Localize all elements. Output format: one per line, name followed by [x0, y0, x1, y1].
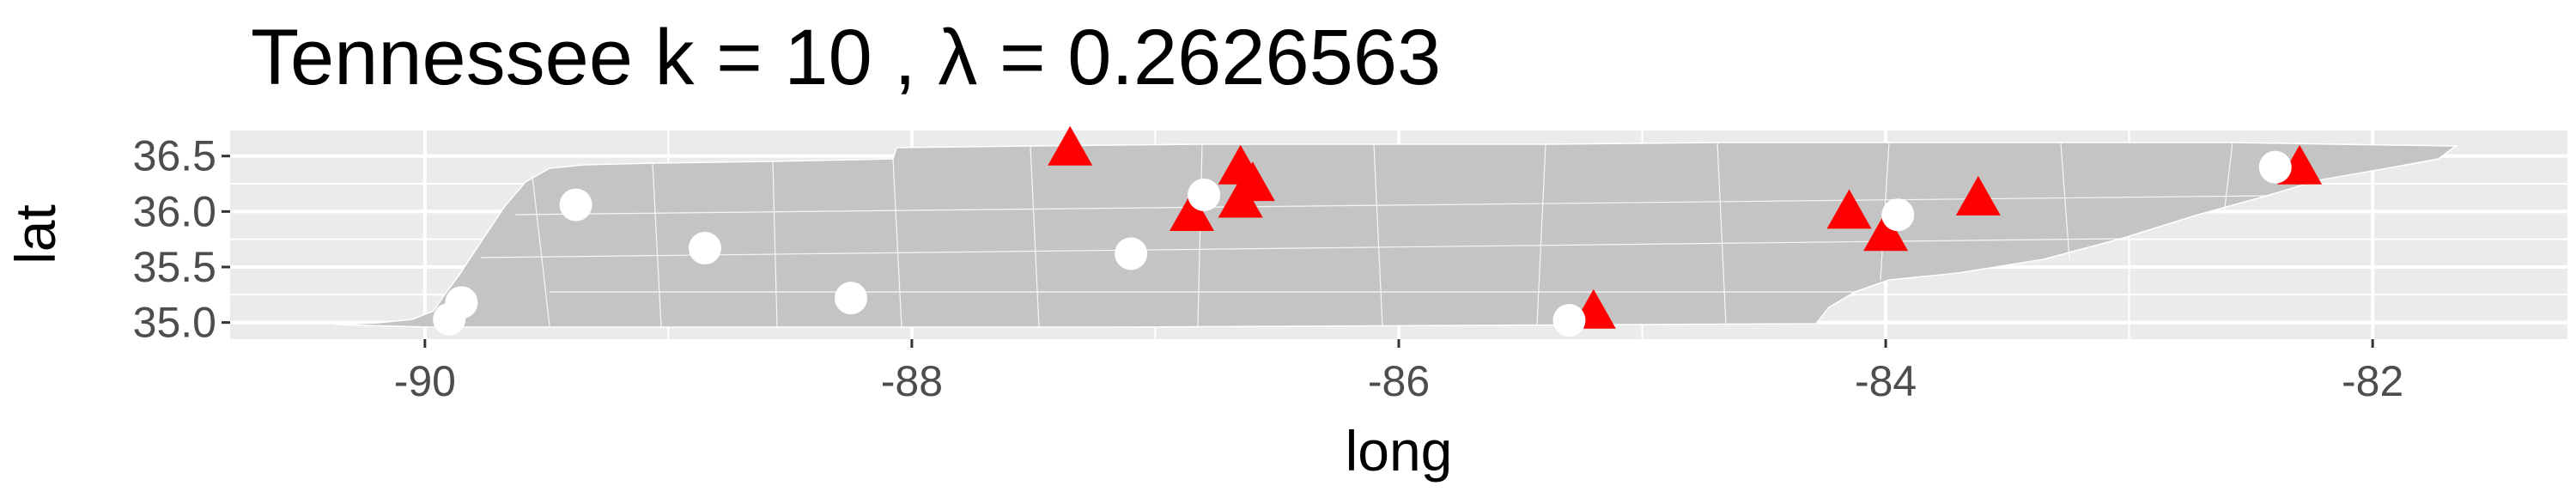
data-points — [433, 125, 2323, 337]
x-axis-title: long — [1346, 419, 1453, 483]
x-tick-label: -82 — [2342, 357, 2403, 405]
circle-point — [1188, 178, 1221, 211]
y-axis: 35.0 35.5 36.0 36.5 — [133, 132, 230, 347]
triangle-point — [1218, 178, 1263, 218]
x-tick-label: -84 — [1855, 357, 1917, 405]
circle-point — [433, 302, 466, 336]
triangle-point — [1048, 125, 1093, 166]
circle-point — [1552, 304, 1586, 337]
circle-point — [1881, 198, 1915, 232]
circle-point — [688, 232, 721, 265]
x-tick-label: -86 — [1368, 357, 1430, 405]
triangle-point — [1826, 189, 1872, 229]
x-axis: -90 -88 -86 -84 -82 — [394, 339, 2403, 405]
triangle-point — [1955, 175, 2001, 216]
circle-point — [559, 188, 592, 222]
y-tick-label: 36.0 — [133, 187, 216, 235]
y-tick-label: 35.5 — [133, 243, 216, 291]
chart-title: Tennessee k = 10 , λ = 0.2626563 — [251, 14, 1441, 101]
x-tick-label: -90 — [394, 357, 456, 405]
y-tick-label: 35.0 — [133, 299, 216, 347]
circle-point — [1115, 237, 1148, 270]
triangle-point — [1169, 191, 1214, 232]
y-axis-title: lat — [3, 204, 67, 264]
y-tick-label: 36.5 — [133, 132, 216, 180]
triangle-point — [1863, 211, 1909, 252]
circle-point — [2258, 150, 2292, 184]
x-tick-label: -88 — [881, 357, 943, 405]
circle-point — [835, 282, 868, 315]
